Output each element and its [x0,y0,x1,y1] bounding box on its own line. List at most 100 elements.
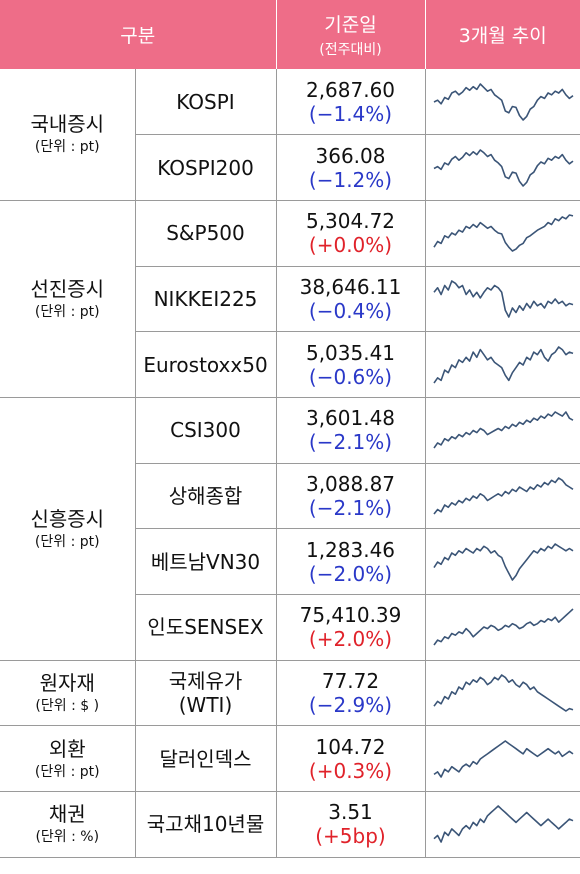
index-value: 77.72 [321,669,380,694]
index-value: 104.72 [315,734,386,759]
index-name-cell: KOSPI200 [135,134,277,201]
index-name: NIKKEI225 [153,286,258,311]
trend-sparkline [432,280,573,318]
index-name-sub: (WTI) [178,693,233,718]
table-row: 인도SENSEX 75,410.39 (+2.0%) [0,594,580,661]
index-name: KOSPI200 [157,155,254,180]
group-unit: (단위 : pt) [34,763,100,780]
trend-cell [425,791,580,858]
trend-cell [425,397,580,464]
value-cell: 366.08 (−1.2%) [276,134,426,201]
trend-line [432,608,574,646]
value-cell: 3,601.48 (−2.1%) [276,397,426,464]
weekly-change: (+5bp) [315,824,386,849]
group-unit: (단위 : pt) [34,533,100,550]
group-cell: 원자재 (단위 : $ ) [0,660,136,727]
trend-sparkline [432,477,573,515]
value-cell: 3.51 (+5bp) [276,791,426,858]
group-cell: 채권 (단위 : %) [0,791,136,858]
trend-sparkline [432,214,573,253]
weekly-change: (−2.1%) [308,430,393,455]
index-value: 1,283.46 [305,537,396,562]
trend-cell [425,134,580,201]
header-category: 구분 [0,0,276,69]
index-name: 달러인덱스 [159,746,252,771]
index-name-cell: CSI300 [135,397,277,464]
value-cell: 104.72 (+0.3%) [276,725,426,793]
index-name-cell: KOSPI [135,69,277,136]
index-value: 3.51 [328,800,373,825]
index-value: 3,088.87 [305,471,396,496]
index-name-cell: 상해종합 [135,463,277,530]
header-base-date-label: 기준일 [324,14,377,36]
index-name-cell: S&P500 [135,200,277,267]
trend-cell [425,660,580,727]
weekly-change: (−2.1%) [308,495,393,520]
table-row: 채권 (단위 : %) 국고채10년물 3.51 (+5bp) [0,791,580,858]
index-name-cell: NIKKEI225 [135,266,277,333]
group-title: 원자재 [39,671,95,696]
index-name: 국제유가 [168,669,243,694]
table-row: 국내증시 (단위 : pt) KOSPI 2,687.60 (−1.4%) [0,69,580,201]
index-name-cell: Eurostoxx50 [135,331,277,398]
trend-sparkline [432,542,573,581]
trend-cell [425,331,580,398]
index-name: CSI300 [170,418,241,443]
index-value: 5,304.72 [305,209,396,234]
weekly-change: (−2.9%) [308,693,393,718]
header-base-date-sub: (전주대비) [319,42,382,58]
trend-cell [425,69,580,136]
group-title: 외환 [48,736,86,761]
index-value: 366.08 [315,143,386,168]
group-unit: (단위 : pt) [34,303,100,320]
value-cell: 1,283.46 (−2.0%) [276,528,426,595]
index-name: 상해종합 [168,483,243,508]
table-row: KOSPI200 366.08 (−1.2%) [0,134,580,201]
table-row: Eurostoxx50 5,035.41 (−0.6%) [0,331,580,398]
trend-sparkline [432,805,573,844]
group-title: 신흥증시 [30,506,105,531]
trend-line [433,739,573,778]
trend-cell [425,463,580,530]
value-cell: 75,410.39 (+2.0%) [276,594,426,661]
table-row: 신흥증시 (단위 : pt) CSI300 3,601.48 (−2.1%) [0,397,580,661]
group-cell: 선진증시 (단위 : pt) [0,200,136,398]
trend-sparkline [433,739,573,778]
trend-sparkline [432,345,573,384]
index-name: Eurostoxx50 [143,352,268,377]
trend-sparkline [432,608,574,646]
group-cell: 신흥증시 (단위 : pt) [0,397,136,661]
trend-cell [425,528,580,595]
trend-line [433,148,573,187]
index-value: 2,687.60 [305,77,396,102]
index-name: KOSPI [176,89,235,114]
group-title: 국내증시 [30,112,105,137]
weekly-change: (−1.2%) [308,167,393,192]
weekly-change: (+0.0%) [308,233,393,258]
value-cell: 5,304.72 (+0.0%) [276,200,426,267]
index-name-cell: 국제유가 (WTI) [135,660,277,727]
weekly-change: (−1.4%) [308,101,393,126]
index-name: 베트남VN30 [150,549,261,574]
trend-cell [425,266,580,333]
trend-cell [425,594,580,661]
trend-line [432,542,573,581]
index-value: 3,601.48 [305,406,396,431]
index-value: 38,646.11 [299,274,402,299]
trend-cell [425,200,580,267]
index-name: S&P500 [166,221,245,246]
table-row: 베트남VN30 1,283.46 (−2.0%) [0,528,580,595]
value-cell: 77.72 (−2.9%) [276,660,426,727]
weekly-change: (+2.0%) [308,627,393,652]
trend-line [432,674,573,712]
value-cell: 5,035.41 (−0.6%) [276,331,426,398]
group-cell: 국내증시 (단위 : pt) [0,69,136,201]
trend-line [432,477,573,515]
value-cell: 38,646.11 (−0.4%) [276,266,426,333]
table-row: 원자재 (단위 : $ ) 국제유가 (WTI) 77.72 (−2.9%) [0,660,580,727]
trend-line [432,214,573,253]
group-cell: 외환 (단위 : pt) [0,725,136,793]
group-unit: (단위 : %) [35,829,100,846]
